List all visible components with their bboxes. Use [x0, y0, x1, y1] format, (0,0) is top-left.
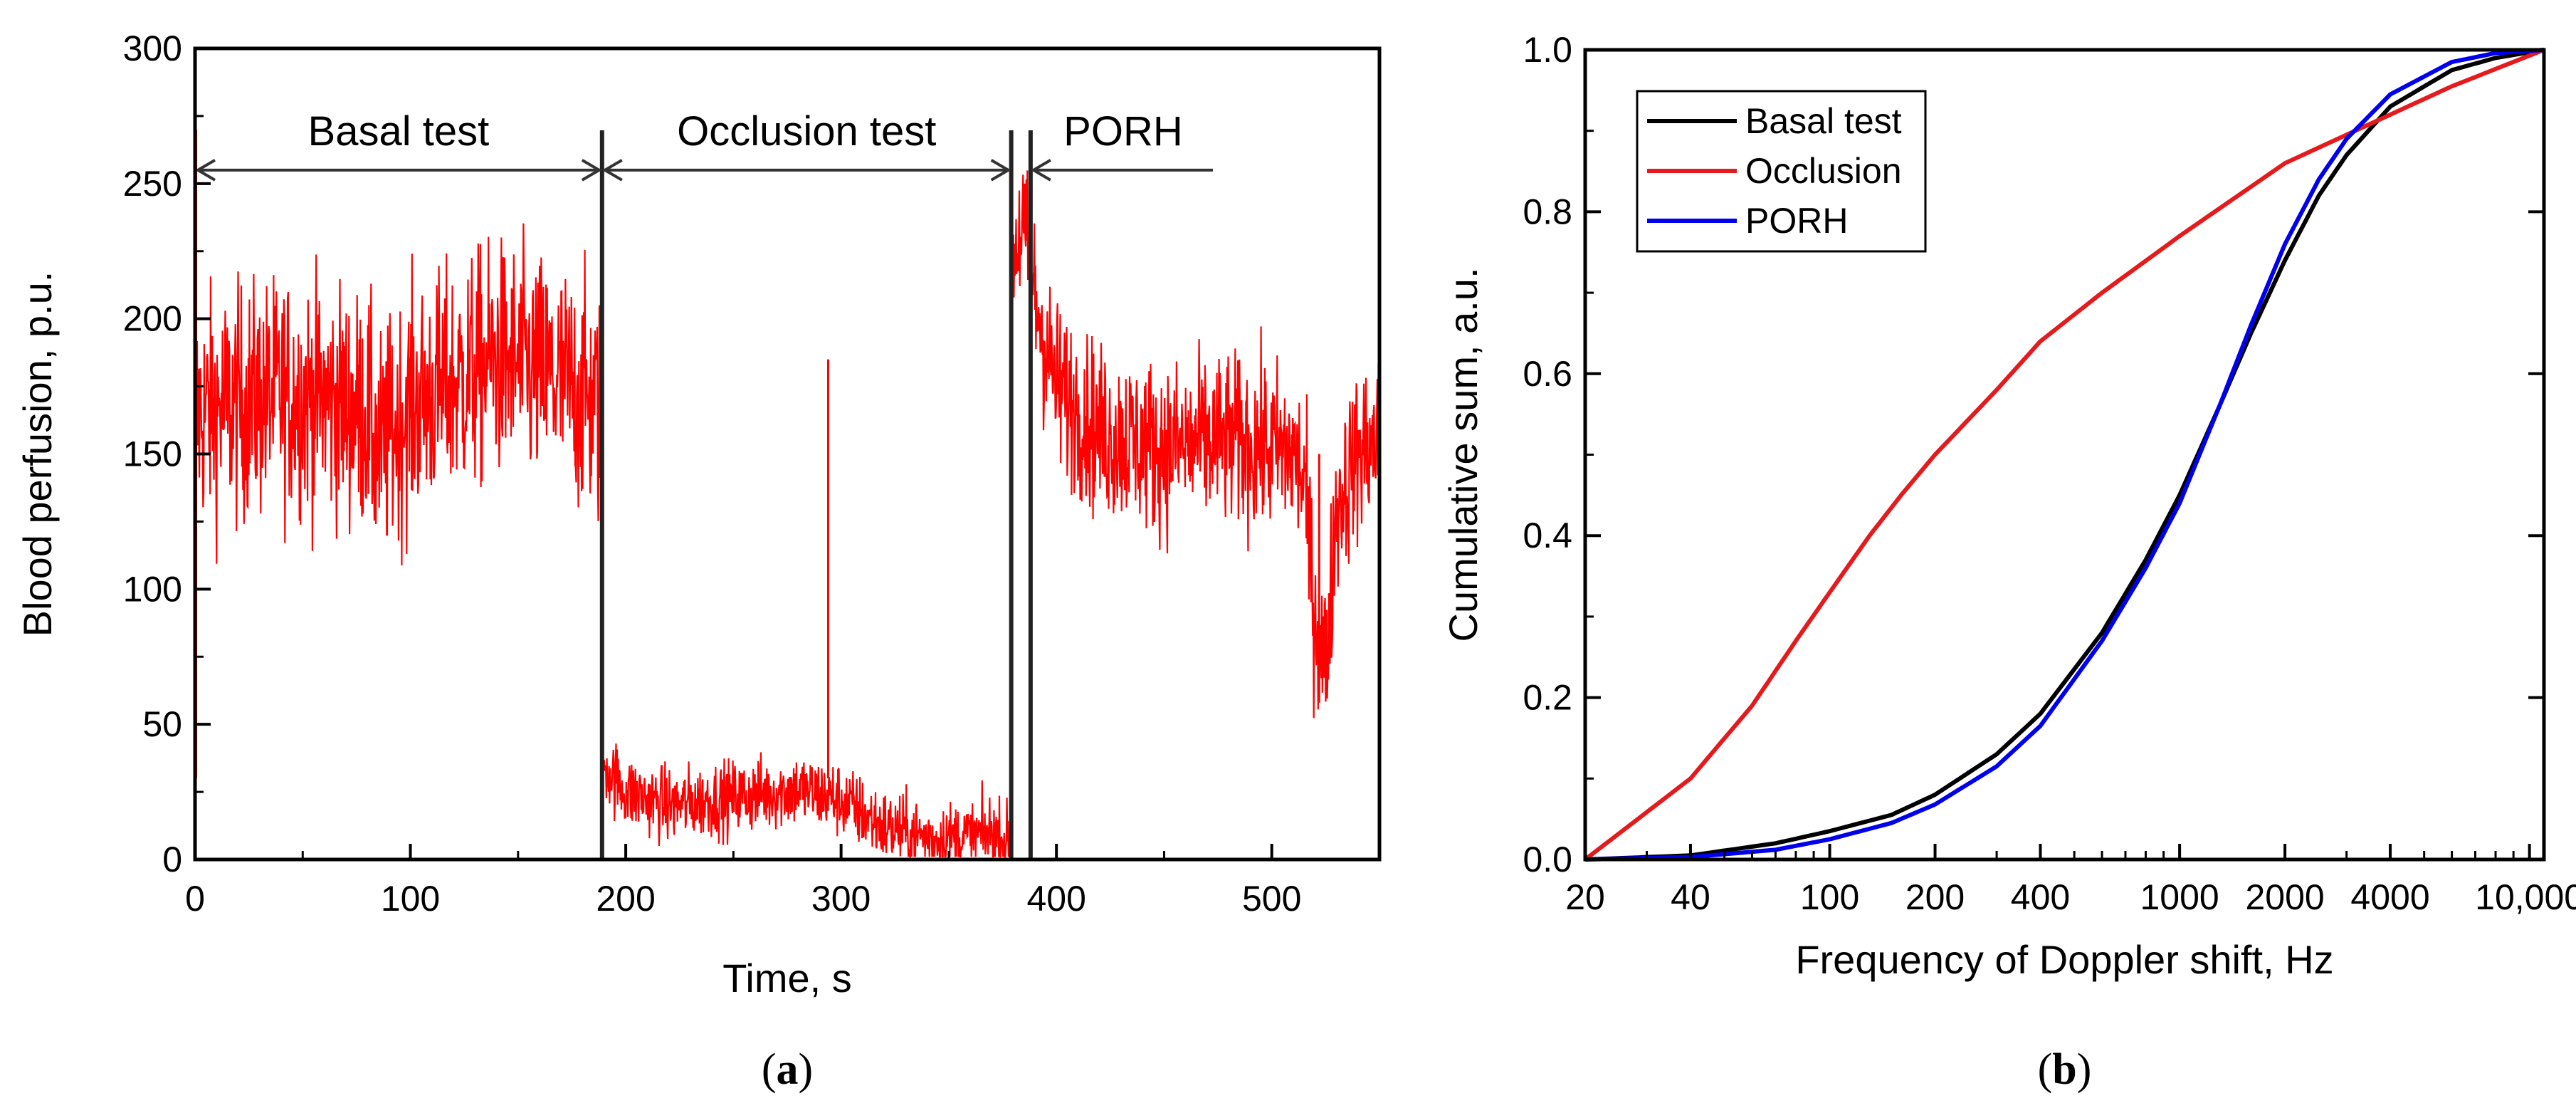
a-x-axis-label: Time, s — [722, 956, 851, 1000]
a-annotation-arrow-head — [601, 159, 623, 182]
chart-a: Basal test Occlusion test PORH 0 100 200 300 4… — [15, 28, 1382, 1094]
a-series-segment — [1012, 170, 1381, 718]
b-x-tick-label: 100 — [1800, 877, 1859, 917]
a-series-group — [194, 129, 1381, 859]
a-annotation-arrow-head — [990, 159, 1011, 182]
b-caption-letter: b — [2052, 1045, 2076, 1094]
a-x-tick-label: 0 — [185, 879, 205, 919]
b-plot-frame — [1583, 48, 2546, 862]
a-ticks: 0 100 200 300 400 500 0 50 100 150 200 250 300 — [123, 28, 1302, 919]
a-caption-close: ) — [799, 1045, 814, 1094]
a-caption-open: ( — [762, 1045, 777, 1094]
a-caption: (a) — [762, 1045, 813, 1094]
b-legend-label: Occlusion — [1745, 151, 1902, 191]
b-x-tick-label: 2000 — [2245, 877, 2324, 917]
a-annotation-arrows: Basal test Occlusion test PORH — [195, 108, 1214, 182]
b-legend: Basal test Occlusion PORH — [1636, 90, 1927, 253]
a-x-tick-label: 300 — [811, 879, 871, 919]
a-y-tick-label: 50 — [142, 704, 182, 744]
b-ticks: 20 40 100 200 400 1000 2000 4000 10,000 0.0 0.2 0.4… — [1523, 30, 2576, 917]
a-y-tick-label: 0 — [162, 840, 182, 879]
b-y-tick-label: 0.8 — [1523, 192, 1572, 231]
b-series-line — [1584, 48, 2545, 862]
b-x-tick-label: 10,000 — [2475, 877, 2576, 917]
b-x-axis-label: Frequency of Doppler shift, Hz — [1795, 937, 2333, 982]
b-x-tick-label: 1000 — [2140, 877, 2219, 917]
a-series-segment — [194, 223, 603, 566]
a-caption-letter: a — [777, 1045, 799, 1094]
b-x-tick-label: 20 — [1565, 877, 1605, 917]
b-y-tick-label: 0.6 — [1523, 354, 1572, 394]
b-caption: (b) — [2038, 1045, 2092, 1094]
b-y-tick-label: 0.4 — [1523, 516, 1572, 555]
b-y-axis-label: Cumulative sum, a.u. — [1441, 268, 1486, 642]
b-caption-open: ( — [2038, 1045, 2053, 1094]
b-y-tick-label: 1.0 — [1523, 30, 1572, 70]
b-x-tick-label: 200 — [1905, 877, 1965, 917]
a-y-tick-label: 250 — [123, 164, 182, 204]
a-y-tick-label: 150 — [123, 434, 182, 474]
chart-b: 20 40 100 200 400 1000 2000 4000 10,000 0.0 0.2 0.4… — [1441, 30, 2576, 1094]
a-y-tick-label: 100 — [123, 569, 182, 609]
b-y-tick-label: 0.0 — [1523, 840, 1572, 879]
b-series-line — [1584, 48, 2545, 862]
a-annotation-arrow-head — [1030, 159, 1051, 182]
a-annotation-label: Occlusion test — [677, 108, 936, 155]
b-x-tick-label: 400 — [2011, 877, 2070, 917]
b-series-group — [1584, 48, 2545, 862]
a-annotation-arrow-head — [195, 159, 216, 182]
a-y-axis-label: Blood perfusion, p.u. — [15, 271, 60, 637]
b-legend-label: Basal test — [1745, 101, 1902, 141]
a-y-tick-label: 300 — [123, 28, 182, 68]
a-x-tick-label: 100 — [381, 879, 440, 919]
a-plot-frame — [193, 46, 1382, 862]
a-vertical-lines — [599, 130, 1033, 859]
a-y-tick-label: 200 — [123, 299, 182, 339]
a-series-segment — [603, 743, 1012, 859]
b-caption-close: ) — [2077, 1045, 2092, 1094]
a-annotation-label: Basal test — [308, 108, 490, 155]
b-series-line — [1584, 48, 2545, 862]
b-x-tick-label: 40 — [1671, 877, 1710, 917]
a-x-tick-label: 500 — [1242, 879, 1301, 919]
a-annotation-arrow-head — [581, 159, 602, 182]
a-x-tick-label: 400 — [1026, 879, 1085, 919]
b-y-tick-label: 0.2 — [1523, 678, 1572, 718]
b-legend-label: PORH — [1745, 201, 1848, 241]
b-x-tick-label: 4000 — [2350, 877, 2429, 917]
a-x-tick-label: 200 — [596, 879, 655, 919]
a-annotation-label: PORH — [1063, 108, 1183, 155]
